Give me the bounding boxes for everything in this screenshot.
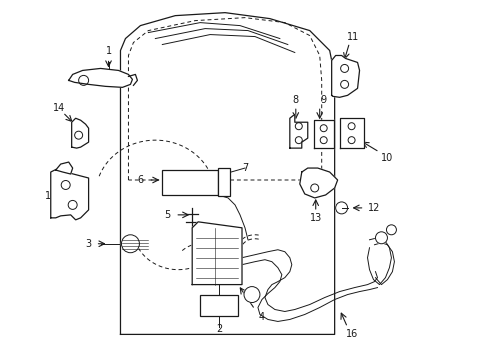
Bar <box>162 170 218 195</box>
Text: 12: 12 <box>367 203 380 213</box>
Text: 3: 3 <box>85 239 91 249</box>
Text: 10: 10 <box>381 153 393 163</box>
Polygon shape <box>72 118 88 148</box>
Circle shape <box>375 232 386 244</box>
Text: 8: 8 <box>292 95 298 105</box>
Circle shape <box>244 287 260 302</box>
Text: 13: 13 <box>309 213 321 223</box>
Polygon shape <box>339 118 363 148</box>
Text: 5: 5 <box>164 210 170 220</box>
Text: 15: 15 <box>44 191 57 201</box>
Bar <box>200 294 238 316</box>
Circle shape <box>386 225 396 235</box>
Text: 14: 14 <box>53 103 65 113</box>
Circle shape <box>121 235 139 253</box>
Polygon shape <box>299 168 337 198</box>
Text: 1: 1 <box>105 45 111 55</box>
Text: 16: 16 <box>345 329 357 339</box>
Text: 2: 2 <box>216 324 222 334</box>
Text: 9: 9 <box>320 95 326 105</box>
Text: 7: 7 <box>242 163 247 173</box>
Text: 11: 11 <box>347 32 359 41</box>
Polygon shape <box>313 120 333 148</box>
Polygon shape <box>51 168 88 220</box>
Polygon shape <box>289 114 307 148</box>
Bar <box>218 168 229 196</box>
Polygon shape <box>68 68 132 87</box>
Text: 6: 6 <box>137 175 143 185</box>
Circle shape <box>335 202 347 214</box>
Text: 4: 4 <box>258 312 264 323</box>
Polygon shape <box>192 222 242 285</box>
Polygon shape <box>56 162 73 174</box>
Polygon shape <box>331 55 359 97</box>
